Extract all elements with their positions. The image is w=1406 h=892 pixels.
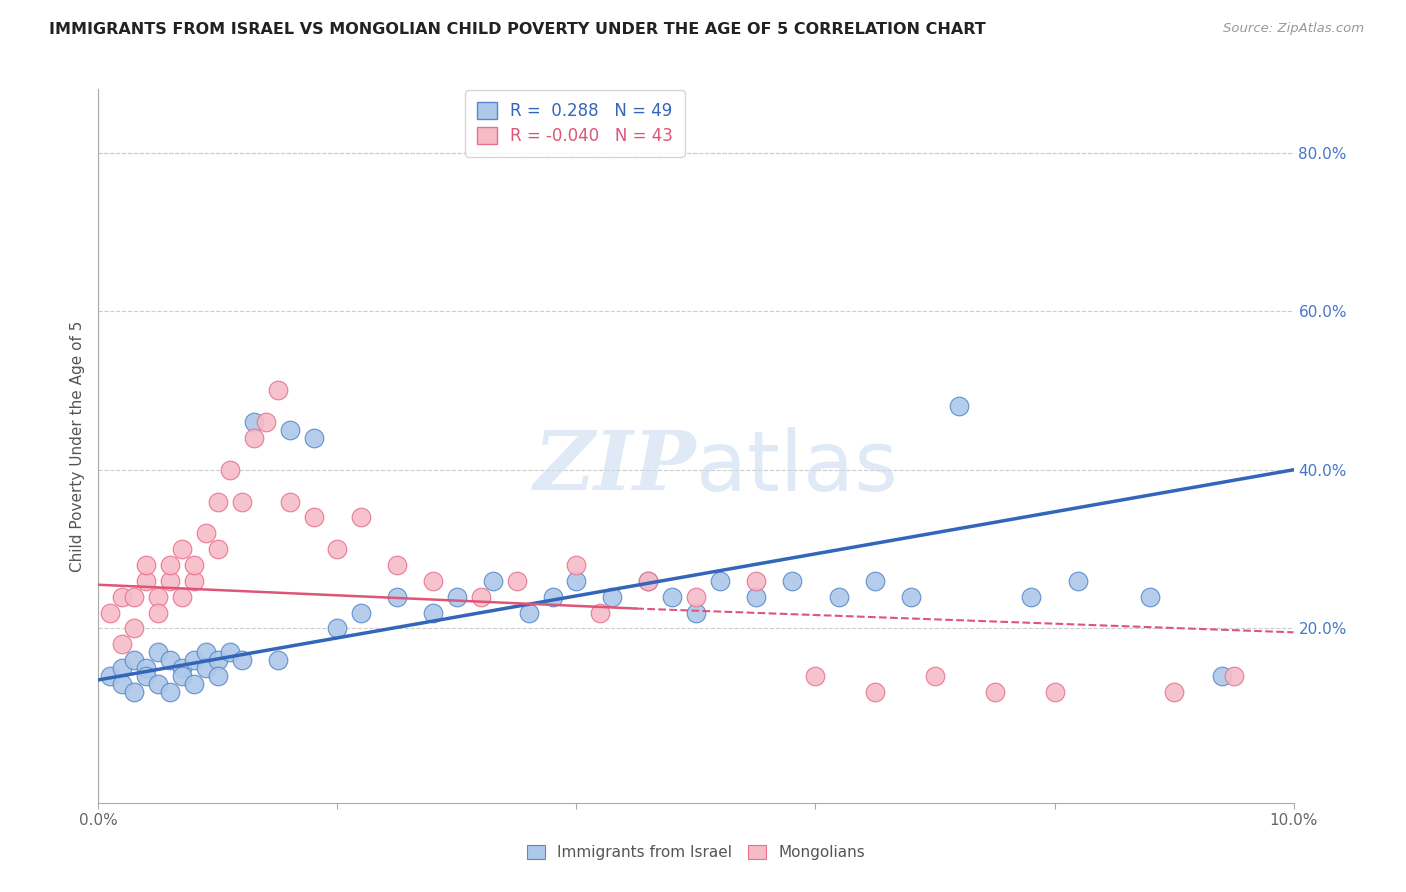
Point: [243, 431, 266, 445]
Point: [565, 558, 588, 572]
Point: [124, 653, 146, 667]
Point: [159, 574, 181, 588]
Point: [948, 400, 970, 414]
Point: [159, 653, 181, 667]
Point: [267, 653, 290, 667]
Point: [278, 423, 301, 437]
Point: [326, 621, 349, 635]
Point: [172, 590, 194, 604]
Point: [302, 431, 325, 445]
Point: [1223, 669, 1246, 683]
Point: [135, 669, 157, 683]
Point: [709, 574, 731, 588]
Point: [685, 606, 707, 620]
Point: [124, 621, 146, 635]
Point: [865, 574, 887, 588]
Point: [602, 590, 624, 604]
Point: [565, 574, 588, 588]
Point: [207, 542, 229, 557]
Point: [148, 677, 170, 691]
Point: [111, 590, 134, 604]
Point: [124, 590, 146, 604]
Point: [589, 606, 612, 620]
Point: [482, 574, 505, 588]
Point: [745, 590, 768, 604]
Point: [446, 590, 468, 604]
Point: [219, 463, 242, 477]
Point: [159, 685, 181, 699]
Point: [1139, 590, 1161, 604]
Point: [1019, 590, 1042, 604]
Point: [98, 669, 122, 683]
Point: [506, 574, 529, 588]
Point: [195, 661, 218, 675]
Point: [828, 590, 851, 604]
Point: [183, 677, 205, 691]
Point: [350, 606, 373, 620]
Point: [172, 661, 194, 675]
Point: [267, 384, 290, 398]
Point: [745, 574, 768, 588]
Point: [135, 558, 157, 572]
Point: [1211, 669, 1233, 683]
Point: [172, 669, 194, 683]
Point: [183, 574, 205, 588]
Point: [111, 661, 134, 675]
Point: [422, 606, 444, 620]
Point: [195, 645, 218, 659]
Point: [231, 494, 253, 508]
Point: [637, 574, 659, 588]
Y-axis label: Child Poverty Under the Age of 5: Child Poverty Under the Age of 5: [69, 320, 84, 572]
Point: [661, 590, 683, 604]
Point: [207, 669, 229, 683]
Point: [385, 558, 409, 572]
Point: [865, 685, 887, 699]
Point: [183, 653, 205, 667]
Point: [111, 637, 134, 651]
Point: [326, 542, 349, 557]
Point: [148, 645, 170, 659]
Point: [302, 510, 325, 524]
Point: [924, 669, 946, 683]
Text: atlas: atlas: [696, 427, 897, 508]
Point: [517, 606, 540, 620]
Legend: Immigrants from Israel, Mongolians: Immigrants from Israel, Mongolians: [520, 839, 872, 866]
Point: [804, 669, 827, 683]
Point: [124, 685, 146, 699]
Point: [243, 415, 266, 429]
Point: [135, 661, 157, 675]
Point: [1067, 574, 1090, 588]
Point: [148, 590, 170, 604]
Point: [1163, 685, 1185, 699]
Point: [98, 606, 122, 620]
Point: [685, 590, 707, 604]
Point: [780, 574, 803, 588]
Point: [172, 542, 194, 557]
Point: [470, 590, 492, 604]
Point: [183, 558, 205, 572]
Point: [159, 558, 181, 572]
Text: IMMIGRANTS FROM ISRAEL VS MONGOLIAN CHILD POVERTY UNDER THE AGE OF 5 CORRELATION: IMMIGRANTS FROM ISRAEL VS MONGOLIAN CHIL…: [49, 22, 986, 37]
Point: [541, 590, 564, 604]
Point: [984, 685, 1007, 699]
Point: [219, 645, 242, 659]
Point: [231, 653, 253, 667]
Point: [278, 494, 301, 508]
Point: [900, 590, 922, 604]
Point: [207, 494, 229, 508]
Point: [422, 574, 444, 588]
Point: [350, 510, 373, 524]
Text: Source: ZipAtlas.com: Source: ZipAtlas.com: [1223, 22, 1364, 36]
Point: [254, 415, 277, 429]
Point: [385, 590, 409, 604]
Point: [1043, 685, 1066, 699]
Point: [195, 526, 218, 541]
Point: [637, 574, 659, 588]
Point: [207, 653, 229, 667]
Text: ZIP: ZIP: [533, 427, 696, 508]
Point: [148, 606, 170, 620]
Point: [111, 677, 134, 691]
Point: [135, 574, 157, 588]
